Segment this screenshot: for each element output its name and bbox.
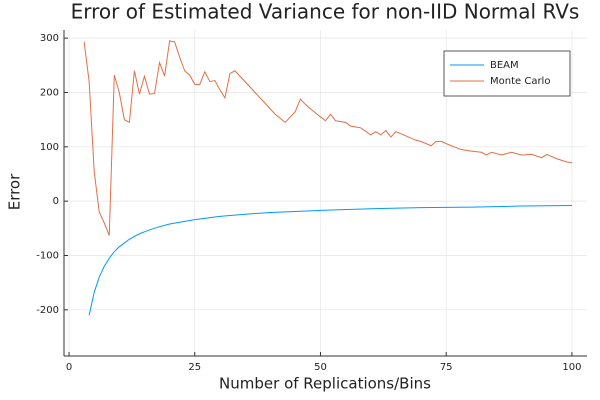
x-tick-label: 25 <box>188 362 201 373</box>
legend-label: Monte Carlo <box>490 76 550 87</box>
y-tick-label: 100 <box>40 142 59 153</box>
legend-label: BEAM <box>490 60 519 71</box>
x-tick-label: 0 <box>66 362 72 373</box>
line <box>88 204 572 316</box>
line <box>83 40 572 236</box>
x-axis-label: Number of Replications/Bins <box>219 375 431 393</box>
y-axis-label: Error <box>6 173 24 210</box>
y-tick-label: 200 <box>40 87 59 98</box>
x-tick-label: 100 <box>562 362 581 373</box>
legend-box <box>443 50 571 97</box>
y-tick-label: 0 <box>53 196 59 207</box>
chart-title: Error of Estimated Variance for non-IID … <box>71 0 580 24</box>
y-tick-label: -200 <box>36 305 59 316</box>
x-tick-label: 75 <box>440 362 453 373</box>
y-tick-label: -100 <box>36 250 59 261</box>
x-tick-label: 50 <box>314 362 327 373</box>
y-tick-label: 300 <box>40 33 59 44</box>
